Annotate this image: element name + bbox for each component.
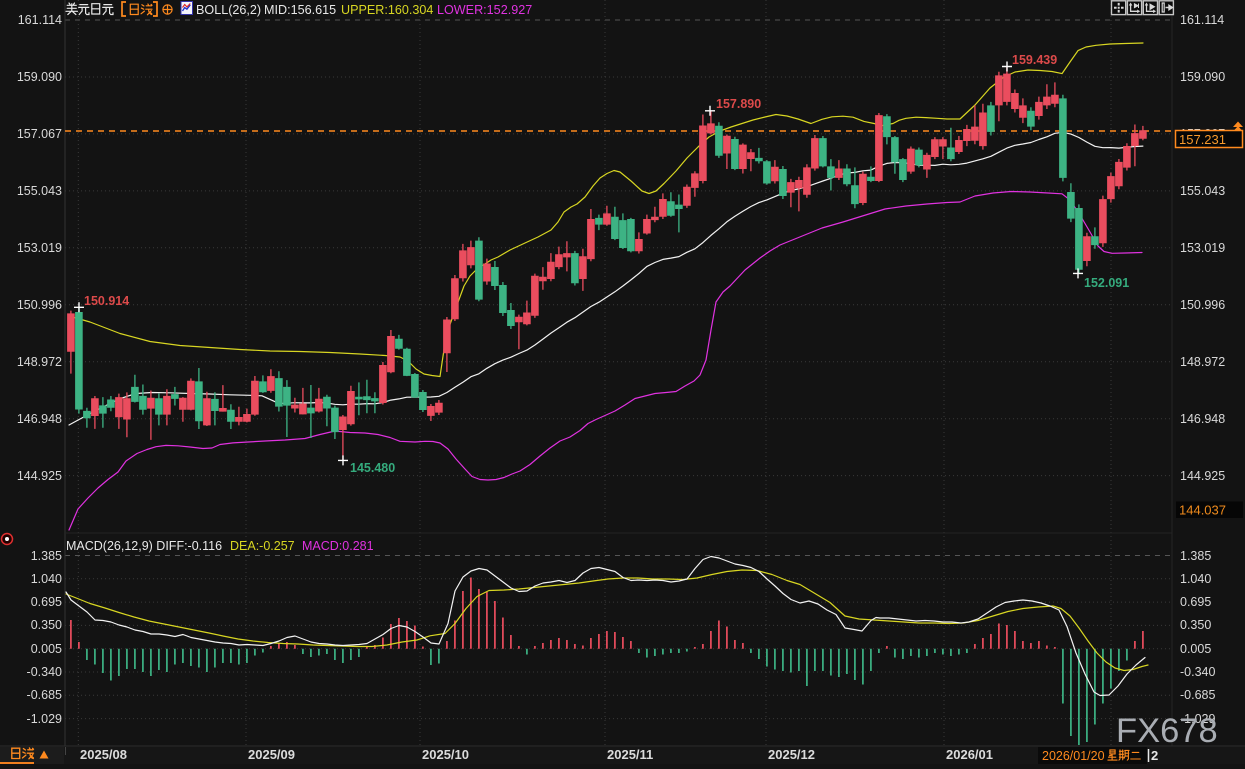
svg-text:0.005: 0.005	[1180, 642, 1211, 656]
svg-text:157.231: 157.231	[1179, 132, 1226, 147]
svg-text:145.480: 145.480	[350, 461, 395, 475]
svg-text:148.972: 148.972	[17, 355, 62, 369]
svg-text:150.996: 150.996	[17, 298, 62, 312]
svg-text:MID:156.615: MID:156.615	[264, 3, 336, 17]
svg-text:MACD:0.281: MACD:0.281	[302, 539, 374, 553]
svg-text:LOWER:152.927: LOWER:152.927	[437, 3, 532, 17]
svg-text:-0.340: -0.340	[27, 665, 62, 679]
svg-text:152.091: 152.091	[1084, 276, 1129, 290]
svg-text:148.972: 148.972	[1180, 355, 1225, 369]
svg-text:0.350: 0.350	[1180, 618, 1211, 632]
svg-text:2026/01: 2026/01	[946, 747, 993, 762]
svg-text:155.043: 155.043	[1180, 184, 1225, 198]
svg-text:1.385: 1.385	[31, 549, 62, 563]
svg-text:-1.029: -1.029	[1180, 712, 1215, 726]
svg-text:159.090: 159.090	[17, 70, 62, 84]
svg-text:-0.685: -0.685	[1180, 688, 1215, 702]
svg-text:0.695: 0.695	[1180, 595, 1211, 609]
svg-text:0.005: 0.005	[31, 642, 62, 656]
svg-text:157.890: 157.890	[716, 97, 761, 111]
svg-text:150.914: 150.914	[84, 294, 129, 308]
svg-text:UPPER:160.304: UPPER:160.304	[341, 3, 433, 17]
svg-text:2: 2	[1151, 748, 1158, 763]
svg-text:161.114: 161.114	[18, 13, 62, 27]
svg-text:-1.029: -1.029	[27, 712, 62, 726]
svg-text:2025/09: 2025/09	[248, 747, 295, 762]
svg-text:155.043: 155.043	[17, 184, 62, 198]
svg-text:144.925: 144.925	[17, 469, 62, 483]
svg-text:MACD(26,12,9) DIFF:-0.116: MACD(26,12,9) DIFF:-0.116	[66, 539, 222, 553]
svg-text:146.948: 146.948	[17, 412, 62, 426]
svg-text:159.439: 159.439	[1012, 53, 1057, 67]
svg-text:144.037: 144.037	[1179, 503, 1226, 518]
svg-text:DEA:-0.257: DEA:-0.257	[230, 539, 295, 553]
svg-text:2025/11: 2025/11	[607, 747, 653, 762]
svg-text:1.385: 1.385	[1180, 549, 1211, 563]
svg-text:159.090: 159.090	[1180, 70, 1225, 84]
svg-text:0.350: 0.350	[31, 618, 62, 632]
svg-text:1.040: 1.040	[31, 572, 62, 586]
svg-text:-0.340: -0.340	[1180, 665, 1215, 679]
svg-text:BOLL(26,2): BOLL(26,2)	[196, 3, 261, 17]
svg-text:FX678: FX678	[1116, 712, 1218, 750]
svg-text:2025/12: 2025/12	[768, 747, 815, 762]
svg-text:144.925: 144.925	[1180, 469, 1225, 483]
svg-text:157.067: 157.067	[17, 127, 62, 141]
svg-text:2025/08: 2025/08	[80, 747, 127, 762]
svg-text:153.019: 153.019	[17, 241, 62, 255]
svg-text:153.019: 153.019	[1180, 241, 1225, 255]
svg-text:0.695: 0.695	[31, 595, 62, 609]
svg-text:2025/10: 2025/10	[422, 747, 469, 762]
svg-text:146.948: 146.948	[1180, 412, 1225, 426]
svg-text:150.996: 150.996	[1180, 298, 1225, 312]
svg-text:-0.685: -0.685	[27, 688, 62, 702]
svg-text:161.114: 161.114	[1180, 13, 1224, 27]
svg-text:1.040: 1.040	[1180, 572, 1211, 586]
svg-text:2026/01/20: 2026/01/20	[1042, 749, 1105, 763]
